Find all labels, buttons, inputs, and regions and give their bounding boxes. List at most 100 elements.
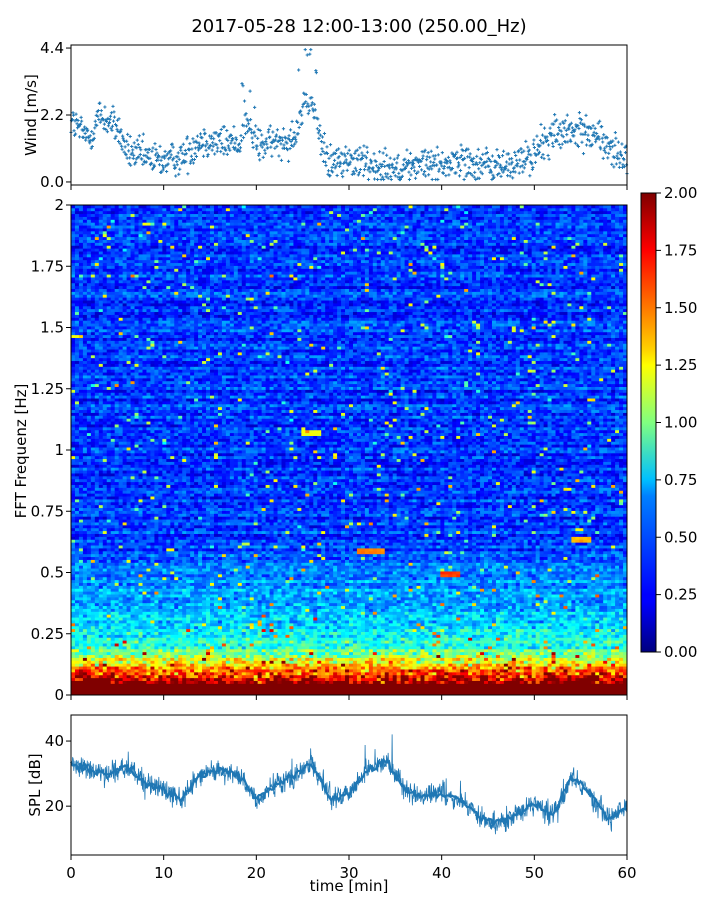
spectrogram-cell (356, 631, 362, 635)
spectrogram-cell (82, 622, 88, 627)
spectrogram-cell (619, 640, 624, 644)
spectrogram-cell (202, 669, 207, 673)
spectrogram-cell (341, 666, 346, 670)
spectrogram-cell (579, 625, 584, 630)
spectrogram-cell (408, 628, 413, 632)
spectrogram-cell (86, 643, 92, 647)
spectrogram-cell (198, 614, 203, 618)
spectrogram-cell (301, 631, 306, 635)
spectrogram-cell (210, 640, 215, 644)
spectrogram-cell (436, 637, 441, 641)
wind-y-ticks: 0.02.24.4 (40, 39, 71, 191)
spectrogram-cell (356, 625, 362, 630)
wind-point (432, 160, 436, 165)
spectrogram-cell (349, 620, 354, 624)
spectrogram-cell (388, 677, 394, 681)
spectrogram-cell (364, 614, 370, 618)
spectrogram-cell (186, 666, 191, 670)
spectrogram-cell (611, 654, 616, 658)
spectrogram-cell (364, 680, 370, 684)
spectrogram-cell (543, 640, 548, 644)
spectrogram-cell (277, 654, 282, 658)
spectrogram-cell (186, 651, 191, 656)
spectrogram-cell (460, 646, 465, 650)
spectrogram-cell (432, 686, 437, 690)
wind-point (382, 177, 386, 182)
spectrogram-cell (261, 651, 266, 656)
spectrogram-cell (372, 628, 378, 632)
spectrogram-cell (432, 669, 437, 673)
spectrogram-cell (384, 634, 390, 638)
spectrogram-cell (245, 692, 251, 695)
spectrogram-cell (503, 651, 509, 656)
spectrogram-cell (372, 651, 378, 656)
spectrogram-cell (86, 669, 92, 673)
wind-point (447, 165, 452, 169)
spectrogram-cell (198, 677, 203, 681)
spectrogram-cell (444, 640, 449, 644)
wind-point (484, 146, 488, 150)
spectrogram-cell (491, 677, 497, 681)
spectrogram-cell (408, 689, 413, 693)
spectrogram-cell (543, 648, 548, 653)
wind-point (430, 167, 434, 171)
spectrogram-cell (428, 637, 433, 641)
wind-point (343, 154, 347, 158)
spectrogram-cell (210, 622, 215, 627)
spectrogram-cell (261, 686, 266, 690)
spectrogram-cell (98, 640, 104, 644)
wind-point (517, 171, 521, 175)
spectrogram-cell (186, 625, 191, 630)
spectrogram-cell (420, 674, 425, 679)
spectrogram-cell (253, 643, 259, 647)
spectrogram-cell (491, 660, 497, 664)
spectrogram-cell (241, 689, 247, 693)
spectrogram-cell (376, 657, 382, 661)
spectrogram-cell (333, 666, 338, 670)
spectrogram-cell (551, 631, 556, 635)
spectrogram-cell (619, 683, 624, 687)
spectrogram-cell (178, 657, 183, 661)
spectrogram-cell (452, 689, 457, 693)
spectrogram-cell (142, 646, 147, 650)
spectrogram-cell (122, 683, 127, 687)
spectrogram-cell (317, 692, 322, 695)
spectrogram-cell (567, 674, 572, 679)
spectrogram-cell (440, 671, 445, 676)
wind-point (389, 174, 393, 179)
spectrogram-cell (126, 654, 131, 658)
wind-point (392, 170, 396, 174)
spectrogram-cell (472, 666, 477, 670)
spectrogram-cell (480, 631, 485, 635)
spectrogram-cell (623, 617, 627, 621)
spectrogram-cell (94, 640, 100, 644)
spectrogram-cell (531, 625, 537, 630)
spectrogram-cell (408, 654, 413, 658)
spectrogram-cell (78, 617, 84, 621)
spectrogram-cell (202, 654, 207, 658)
spectrogram-cell (619, 622, 624, 627)
wind-point (411, 161, 416, 165)
spectrogram-cell (265, 692, 270, 695)
spectrogram-cell (499, 654, 505, 658)
spectrogram-cell (317, 614, 322, 618)
spectrogram-cell (531, 666, 537, 670)
spectrogram-cell (170, 640, 175, 644)
spectrogram-cell (130, 657, 135, 661)
spectrogram-cell (488, 671, 493, 676)
spectrogram-cell (531, 648, 537, 653)
spectrogram-cell (436, 634, 441, 638)
spectrogram-cell (476, 651, 481, 656)
spectrogram-cell (305, 643, 310, 647)
spectrogram-cell (221, 625, 227, 630)
spectrogram-cell (158, 640, 163, 644)
spectrogram-cell (349, 648, 354, 653)
spectrogram-cell (591, 640, 596, 644)
spectrogram-cell (333, 660, 338, 664)
spectrogram-cell (202, 683, 207, 687)
wind-point (176, 151, 180, 155)
spectrogram-cell (229, 657, 235, 661)
spectrogram-cell (388, 686, 394, 690)
spectrogram-cell (194, 683, 199, 687)
wind-point (612, 165, 616, 169)
